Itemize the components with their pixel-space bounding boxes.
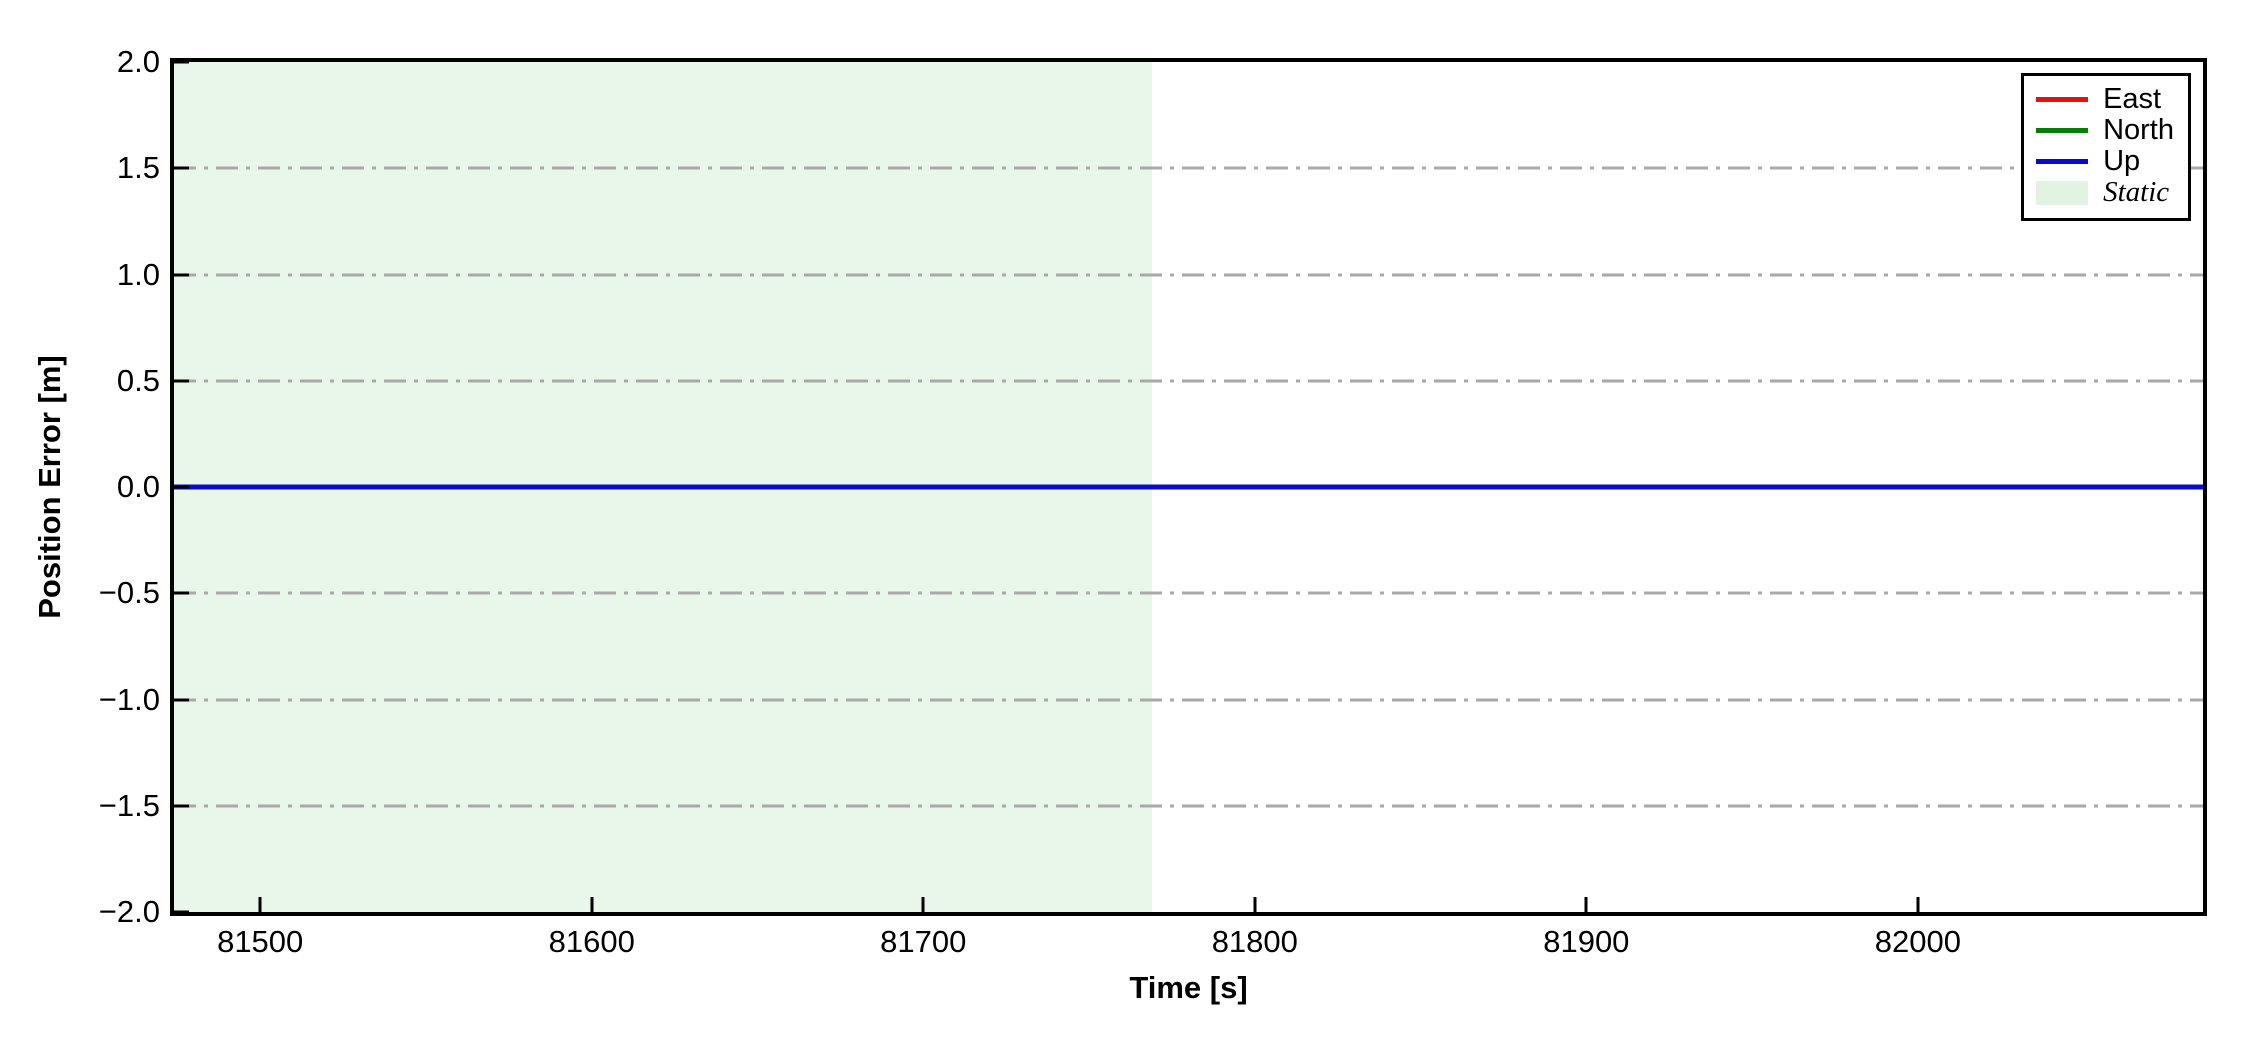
x-tick-label: 81900 (1543, 924, 1630, 959)
legend: East North Up Static (2021, 73, 2191, 221)
gridline-y--0.5 (174, 591, 2203, 595)
y-tick-label: 1.5 (116, 150, 160, 186)
legend-swatch-north (2036, 128, 2089, 133)
legend-item-east: East (2036, 83, 2174, 115)
plot-area: 2.0 1.5 1.0 0.5 0.0 −0.5 −1.0 −1.5 −2.0 81500 816… (99, 44, 2207, 959)
x-tick-label: 81600 (548, 924, 635, 959)
y-tick-label: 2.0 (116, 44, 160, 79)
y-tick-mark (174, 591, 189, 595)
y-tick-label: 0.5 (116, 362, 160, 398)
x-tick-mark (258, 897, 262, 912)
y-axis-label: Position Error [m] (32, 355, 67, 619)
legend-label-static: Static (2103, 176, 2170, 208)
y-tick-mark (174, 698, 189, 701)
legend-swatch-up (2036, 159, 2089, 164)
legend-label-up: Up (2103, 145, 2141, 177)
series-line-up (174, 484, 2203, 490)
gridline-y-0.5 (174, 379, 2203, 383)
y-tick-mark (174, 273, 189, 276)
x-tick-mark (1584, 897, 1588, 912)
y-tick-label: −1.5 (98, 787, 160, 823)
y-tick-label: −0.5 (98, 575, 160, 611)
y-tick-mark (174, 60, 189, 64)
y-tick-mark (174, 379, 189, 383)
x-tick-label: 81700 (880, 924, 967, 959)
y-tick-mark (174, 910, 189, 914)
gridline-y-1 (174, 273, 2203, 276)
legend-swatch-static (2036, 180, 2089, 205)
y-tick-mark (174, 166, 189, 170)
legend-item-north: North (2036, 114, 2174, 146)
y-tick-label: 0.0 (116, 469, 160, 504)
legend-item-up: Up (2036, 145, 2174, 177)
gridline-y--1 (174, 698, 2203, 701)
x-tick-label: 82000 (1874, 924, 1961, 959)
x-tick-label: 81500 (217, 924, 304, 959)
legend-swatch-east (2036, 97, 2089, 102)
y-tick-label: −1.0 (98, 681, 160, 717)
x-tick-mark (921, 897, 925, 912)
y-tick-label: 1.0 (116, 256, 160, 292)
x-tick-mark (1253, 897, 1257, 912)
y-tick-mark (174, 804, 189, 808)
legend-label-north: North (2103, 114, 2174, 146)
gridline-y--1.5 (174, 804, 2203, 808)
x-tick-mark (590, 897, 594, 912)
legend-label-east: East (2103, 83, 2162, 115)
x-axis-label: Time [s] (1129, 970, 1248, 1005)
y-tick-mark (174, 485, 189, 489)
y-tick-label: −2.0 (98, 894, 160, 929)
gridline-y-1.5 (174, 166, 2203, 170)
legend-item-static: Static (2036, 176, 2174, 208)
x-tick-label: 81800 (1211, 924, 1298, 959)
x-tick-mark (1916, 897, 1920, 912)
